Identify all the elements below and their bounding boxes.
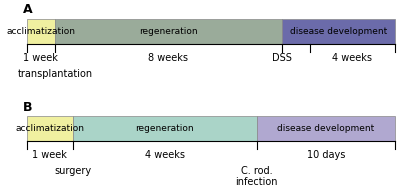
Text: 10 days: 10 days: [307, 150, 345, 160]
Text: acclimatization: acclimatization: [6, 27, 76, 36]
Text: C. rod.
infection: C. rod. infection: [236, 166, 278, 187]
FancyBboxPatch shape: [73, 116, 257, 141]
FancyBboxPatch shape: [257, 116, 395, 141]
Text: regeneration: regeneration: [139, 27, 198, 36]
Text: 4 weeks: 4 weeks: [145, 150, 185, 160]
Text: 1 week: 1 week: [24, 53, 58, 63]
FancyBboxPatch shape: [27, 19, 55, 44]
Text: regeneration: regeneration: [136, 124, 194, 133]
FancyBboxPatch shape: [55, 19, 282, 44]
FancyBboxPatch shape: [27, 116, 73, 141]
Text: surgery: surgery: [54, 166, 91, 176]
Text: transplantation: transplantation: [18, 69, 93, 79]
Text: disease development: disease development: [290, 27, 387, 36]
Text: disease development: disease development: [277, 124, 374, 133]
Text: 4 weeks: 4 weeks: [332, 53, 372, 63]
FancyBboxPatch shape: [282, 19, 395, 44]
Text: A: A: [23, 3, 33, 16]
Text: 1 week: 1 week: [32, 150, 67, 160]
Text: acclimatization: acclimatization: [15, 124, 84, 133]
Text: DSS: DSS: [272, 53, 292, 63]
Text: 8 weeks: 8 weeks: [148, 53, 188, 63]
Text: B: B: [23, 100, 32, 113]
